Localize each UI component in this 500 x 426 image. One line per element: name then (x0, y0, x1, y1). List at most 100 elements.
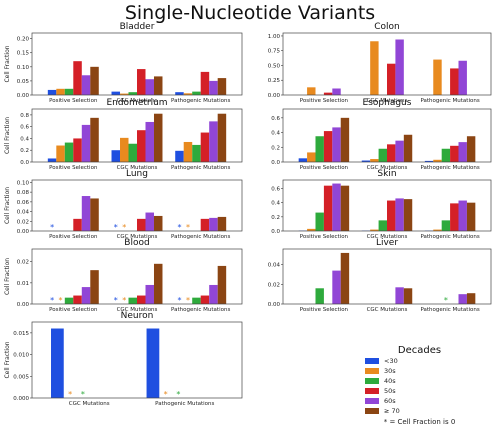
bar (324, 131, 332, 162)
bar (467, 203, 475, 231)
bar (209, 218, 217, 231)
legend-swatch (365, 378, 379, 384)
bar (65, 89, 73, 95)
zero-marker: * (50, 296, 54, 305)
bar (192, 145, 200, 162)
y-tick-label: 0.6 (20, 125, 29, 131)
bar (459, 294, 467, 304)
bar (404, 288, 412, 304)
bar (467, 136, 475, 162)
zero-marker: * (81, 390, 85, 399)
y-tick-label: 0.4 (20, 136, 29, 142)
subplot-title: Skin (377, 169, 396, 179)
x-tick-label: Positive Selection (300, 98, 349, 104)
y-tick-label: 0.50 (268, 63, 281, 69)
y-tick-label: 0.05 (17, 79, 30, 85)
y-tick-label: 0.20 (17, 37, 30, 43)
bar (65, 143, 73, 162)
bar (459, 61, 467, 95)
legend-label: 30s (384, 367, 396, 375)
zero-marker: * (50, 223, 54, 232)
bar (387, 64, 395, 95)
y-tick-label: 0.04 (17, 210, 30, 216)
bar (145, 285, 153, 304)
bar (209, 81, 217, 95)
x-tick-label: Pathogenic Mutations (171, 234, 230, 240)
y-tick-label: 0.01 (17, 281, 29, 287)
bar (137, 296, 145, 304)
bar (48, 158, 56, 162)
subplot-title: Neuron (121, 311, 154, 321)
zero-marker: * (176, 390, 180, 399)
bar (332, 271, 340, 304)
x-tick-label: Positive Selection (49, 307, 98, 313)
y-tick-label: 0.04 (268, 263, 281, 269)
bar (459, 201, 467, 231)
bar (395, 287, 403, 304)
legend-label: 50s (384, 387, 396, 395)
subplot-title: Endometrium (106, 98, 167, 108)
y-tick-label: 0.000 (13, 396, 29, 402)
x-tick-label: Pathogenic Mutations (155, 401, 214, 407)
y-tick-label: 0.010 (13, 353, 29, 359)
bar (379, 149, 387, 162)
bar (73, 61, 81, 95)
bar (201, 133, 209, 162)
y-tick-label: 0.2 (271, 215, 280, 221)
y-tick-label: 0.015 (13, 331, 29, 337)
bar (201, 72, 209, 95)
bar (137, 219, 145, 231)
subplot-title: Lung (126, 169, 148, 179)
y-tick-label: 0.75 (268, 49, 281, 55)
bar (48, 90, 56, 95)
y-tick-label: 0.2 (271, 145, 280, 151)
y-axis-label: Cell Fraction (4, 341, 11, 378)
y-tick-label: 0.00 (268, 302, 281, 308)
y-tick-label: 0.0 (20, 160, 29, 166)
x-tick-label: Pathogenic Mutations (420, 165, 479, 171)
subplot-title: Blood (124, 238, 149, 248)
bar (450, 203, 458, 231)
bar (404, 199, 412, 231)
bar (129, 144, 137, 162)
zero-marker: * (186, 223, 190, 232)
y-tick-label: 0.08 (17, 190, 30, 196)
bar (433, 60, 441, 95)
subplot-title: Esophagus (363, 98, 412, 108)
bar (147, 329, 160, 398)
legend: Decades <30 30s 40s 50s 60s ≥ 70 * = Cel… (357, 345, 482, 426)
y-tick-label: 0.4 (271, 131, 280, 137)
x-tick-label: Pathogenic Mutations (171, 98, 230, 104)
bar (90, 198, 98, 231)
legend-entry: ≥ 70 (365, 406, 482, 416)
y-tick-label: 0.02 (268, 282, 280, 288)
bar (379, 220, 387, 231)
y-tick-label: 0.8 (20, 113, 29, 119)
bar (450, 146, 458, 162)
bar (73, 138, 81, 162)
bar (459, 142, 467, 162)
subplot-title: Colon (374, 22, 400, 32)
zero-marker: * (68, 390, 72, 399)
bar (209, 285, 217, 304)
bar (90, 270, 98, 304)
bar (299, 158, 307, 162)
bar (324, 93, 332, 95)
bar (129, 298, 137, 304)
legend-label: 60s (384, 397, 396, 405)
x-tick-label: CGC Mutations (69, 401, 110, 407)
zero-footnote: * = Cell Fraction is 0 (357, 418, 482, 426)
bar (51, 329, 64, 398)
bar (218, 266, 226, 304)
bar (112, 150, 120, 162)
zero-marker: * (59, 296, 63, 305)
y-tick-label: 0.10 (17, 65, 30, 71)
legend-entry: 30s (365, 366, 482, 376)
legend-swatch (365, 398, 379, 404)
